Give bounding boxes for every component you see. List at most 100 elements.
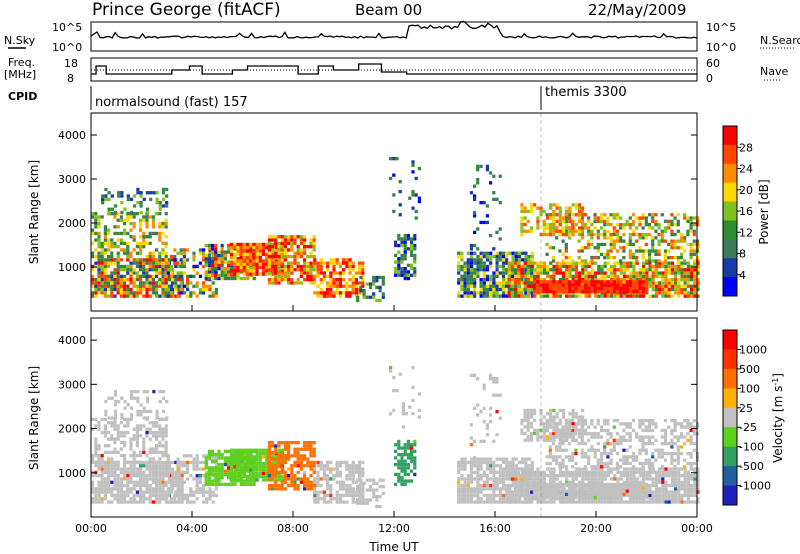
heatmap-cell	[220, 462, 224, 467]
heatmap-cell	[466, 251, 470, 255]
heatmap-cell	[683, 281, 687, 285]
heatmap-cell	[372, 292, 376, 296]
heatmap-cell	[549, 500, 553, 504]
heatmap-cell	[277, 274, 281, 278]
heatmap-cell	[329, 271, 333, 275]
heatmap-cell	[679, 239, 684, 243]
heatmap-cell	[329, 460, 333, 465]
heatmap-cell	[406, 270, 410, 274]
heatmap-cell	[505, 467, 509, 471]
heatmap-cell	[132, 215, 136, 219]
heatmap-cell	[242, 471, 246, 475]
heatmap-cell	[348, 294, 352, 298]
heatmap-cell	[489, 264, 493, 269]
heatmap-cell	[214, 291, 218, 295]
heatmap-cell	[631, 232, 636, 237]
heatmap-cell	[202, 487, 206, 491]
heatmap-cell	[158, 430, 162, 435]
heatmap-cell	[110, 396, 114, 400]
heatmap-cell	[498, 393, 502, 397]
heatmap-cell	[632, 283, 636, 287]
heatmap-cell	[104, 413, 108, 417]
heatmap-cell	[110, 460, 114, 464]
heatmap-cell	[270, 464, 275, 468]
heatmap-cell	[195, 467, 199, 471]
heatmap-cell	[103, 470, 107, 474]
heatmap-cell	[511, 460, 515, 465]
heatmap-cell	[348, 284, 352, 288]
heatmap-cell	[498, 457, 502, 461]
heatmap-cell	[145, 434, 149, 438]
heatmap-cell	[148, 467, 152, 471]
heatmap-cell	[139, 204, 143, 208]
heatmap-cell	[565, 467, 569, 471]
heatmap-cell	[410, 456, 414, 460]
heatmap-cell	[524, 493, 528, 498]
heatmap-cell	[158, 467, 162, 471]
heatmap-cell	[403, 234, 407, 238]
heatmap-cell	[401, 412, 405, 416]
heatmap-cell	[667, 278, 671, 282]
heatmap-cell	[91, 294, 95, 298]
heatmap-cell	[507, 487, 511, 491]
heatmap-cell	[119, 215, 123, 219]
heatmap-cell	[265, 262, 269, 266]
heatmap-cell	[299, 477, 303, 481]
heatmap-cell	[510, 281, 514, 285]
heatmap-cell	[113, 215, 117, 219]
heatmap-cell	[587, 474, 591, 478]
heatmap-cell	[277, 281, 281, 285]
heatmap-cell	[498, 254, 502, 259]
heatmap-cell	[403, 462, 407, 467]
heatmap-cell	[495, 251, 499, 255]
heatmap-cell	[603, 261, 607, 265]
heatmap-cell	[603, 242, 607, 247]
heatmap-cell	[135, 284, 139, 288]
heatmap-cell	[476, 477, 480, 481]
heatmap-cell	[489, 470, 493, 474]
colorbar-swatch	[723, 201, 737, 221]
heatmap-cell	[514, 490, 518, 494]
heatmap-cell	[406, 453, 410, 457]
heatmap-cell	[469, 464, 474, 468]
heatmap-cell	[495, 287, 499, 292]
heatmap-cell	[155, 437, 159, 441]
heatmap-cell	[460, 474, 464, 478]
heatmap-cell	[119, 284, 123, 288]
heatmap-cell	[161, 483, 165, 488]
heatmap-cell	[696, 281, 700, 285]
heatmap-cell	[403, 243, 407, 248]
heatmap-cell	[267, 444, 271, 448]
heatmap-cell	[507, 271, 511, 275]
heatmap-cell	[622, 278, 626, 282]
heatmap-cell	[590, 259, 594, 263]
heatmap-cell	[590, 274, 594, 278]
heatmap-cell	[303, 248, 307, 252]
heatmap-cell	[539, 264, 543, 269]
heatmap-cell	[632, 278, 636, 282]
heatmap-cell	[119, 430, 123, 435]
heatmap-cell	[495, 457, 499, 461]
heatmap-cell	[517, 264, 521, 269]
heatmap-cell	[107, 437, 111, 441]
heatmap-cell	[283, 251, 287, 255]
heatmap-cell	[523, 470, 527, 474]
heatmap-cell	[129, 393, 134, 397]
heatmap-cell	[316, 497, 320, 501]
heatmap-cell	[169, 254, 174, 259]
heatmap-cell	[299, 457, 303, 461]
heatmap-cell	[126, 254, 130, 259]
heatmap-cell	[526, 487, 530, 491]
heatmap-cell	[568, 268, 572, 272]
heatmap-cell	[132, 294, 136, 298]
heatmap-cell	[198, 490, 202, 494]
heatmap-cell	[164, 500, 168, 504]
heatmap-cell	[498, 281, 502, 285]
heatmap-cell	[319, 483, 323, 488]
heatmap-cell	[142, 271, 146, 275]
heatmap-cell	[469, 423, 473, 427]
heatmap-cell	[521, 258, 525, 262]
heatmap-cell	[280, 238, 284, 242]
heatmap-cell	[476, 500, 480, 504]
heatmap-cell	[530, 254, 534, 259]
